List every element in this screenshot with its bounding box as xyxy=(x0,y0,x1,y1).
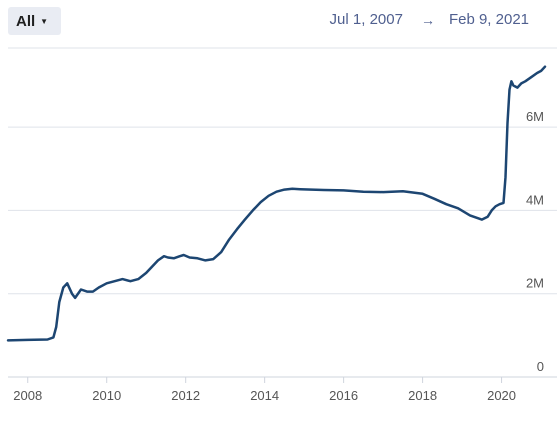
y-tick-label: 2M xyxy=(526,276,544,291)
x-tick-label: 2018 xyxy=(408,388,437,403)
y-tick-label: 4M xyxy=(526,192,544,207)
start-date-input[interactable]: Jul 1, 2007 xyxy=(329,11,403,28)
x-tick-label: 2010 xyxy=(92,388,121,403)
chevron-down-icon: ▼ xyxy=(40,17,49,26)
x-axis-ticks: 2008 2010 2012 2014 2016 2018 2020 xyxy=(13,377,516,403)
y-axis-ticks: 0 2M 4M 6M xyxy=(526,109,544,374)
y-tick-label: 6M xyxy=(526,109,544,124)
series-line xyxy=(6,65,547,342)
end-date-input[interactable]: Feb 9, 2021 xyxy=(448,11,529,28)
range-dropdown[interactable]: All ▼ xyxy=(8,7,61,35)
date-range: Jul 1, 2007 → Feb 9, 2021 xyxy=(330,11,529,28)
x-tick-label: 2008 xyxy=(13,388,42,403)
arrow-right-icon: → xyxy=(420,11,435,28)
x-tick-label: 2020 xyxy=(487,388,516,403)
x-tick-label: 2016 xyxy=(329,388,358,403)
x-tick-label: 2012 xyxy=(171,388,200,403)
x-tick-label: 2014 xyxy=(250,388,279,403)
range-dropdown-label: All xyxy=(16,12,36,30)
grid-lines xyxy=(8,47,557,378)
y-tick-label: 0 xyxy=(537,359,544,374)
